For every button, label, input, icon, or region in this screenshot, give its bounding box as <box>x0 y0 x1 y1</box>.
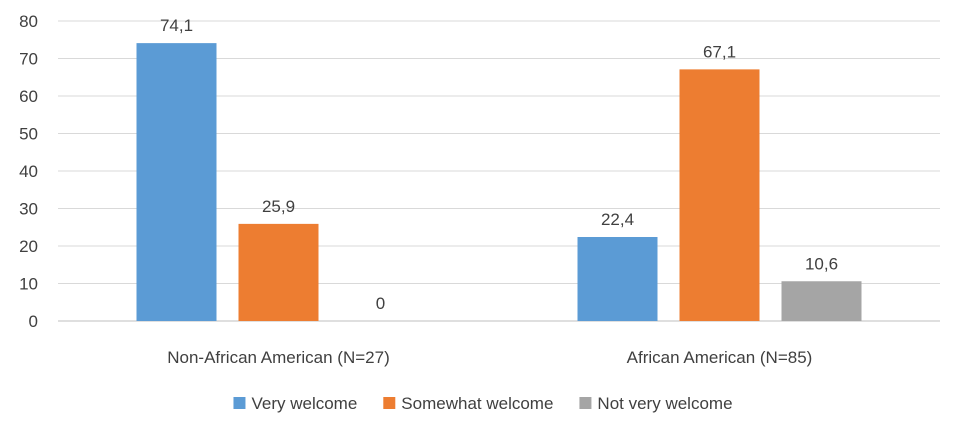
bars <box>136 43 862 321</box>
y-axis-ticks: 0 10 20 30 40 50 60 70 80 <box>19 12 38 331</box>
data-label: 0 <box>376 294 385 313</box>
legend: Very welcome Somewhat welcome Not very wel… <box>233 394 733 413</box>
legend-label: Not very welcome <box>597 394 732 413</box>
y-tick-label: 0 <box>29 312 38 331</box>
category-labels: Non-African American (N=27) African Ameri… <box>167 348 812 367</box>
y-tick-label: 80 <box>19 12 38 31</box>
data-label: 25,9 <box>262 197 295 216</box>
data-label: 74,1 <box>160 16 193 35</box>
bar-somewhat-welcome-0 <box>238 223 319 321</box>
data-label: 22,4 <box>601 210 634 229</box>
y-tick-label: 60 <box>19 87 38 106</box>
bar-very-welcome-0 <box>136 43 217 321</box>
legend-swatch <box>579 397 592 409</box>
y-tick-label: 20 <box>19 237 38 256</box>
y-tick-label: 40 <box>19 162 38 181</box>
bar-somewhat-welcome-1 <box>679 69 760 321</box>
y-tick-label: 50 <box>19 125 38 144</box>
category-label: Non-African American (N=27) <box>167 348 390 367</box>
bar-not-very-welcome-1 <box>781 281 862 321</box>
y-tick-label: 70 <box>19 50 38 69</box>
legend-label: Somewhat welcome <box>401 394 553 413</box>
y-tick-label: 10 <box>19 275 38 294</box>
legend-label: Very welcome <box>251 394 357 413</box>
y-tick-label: 30 <box>19 200 38 219</box>
data-label: 10,6 <box>805 254 838 273</box>
legend-swatch <box>233 397 246 409</box>
data-label: 67,1 <box>703 42 736 61</box>
data-labels: 74,1 25,9 0 22,4 67,1 10,6 <box>160 16 838 313</box>
bar-very-welcome-1 <box>577 237 658 321</box>
category-label: African American (N=85) <box>627 348 813 367</box>
legend-swatch <box>383 397 396 409</box>
